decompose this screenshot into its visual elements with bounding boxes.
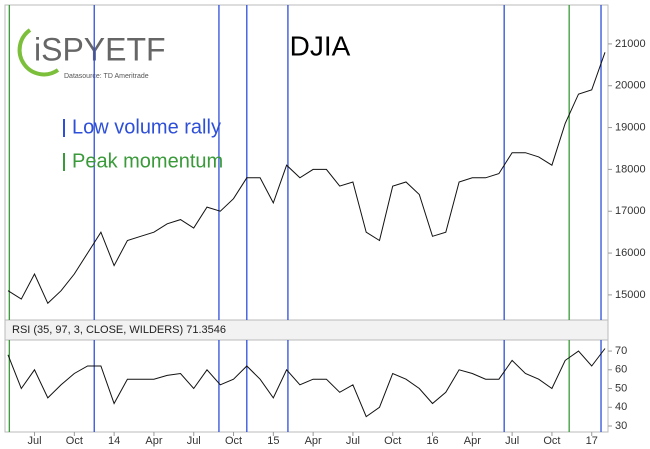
logo: iSPYETF xyxy=(34,31,166,67)
y-tick-label: 19000 xyxy=(615,121,646,133)
rsi-panel xyxy=(4,339,609,433)
x-tick-label: Apr xyxy=(464,435,481,447)
y-tick-label: 70 xyxy=(615,345,627,357)
legend-swatch xyxy=(63,119,65,137)
y-tick-label: 50 xyxy=(615,382,627,394)
x-tick-label: Oct xyxy=(543,435,560,447)
data-line xyxy=(7,348,606,418)
y-tick-label: 40 xyxy=(615,401,627,413)
x-tick-label: Apr xyxy=(305,435,322,447)
x-tick-label: 15 xyxy=(267,435,279,447)
x-tick-label: 14 xyxy=(108,435,120,447)
legend-label: Peak momentum xyxy=(72,150,223,172)
chart-title: DJIA xyxy=(290,30,351,61)
x-tick-label: Oct xyxy=(66,435,83,447)
y-tick-label: 16000 xyxy=(615,247,646,259)
x-tick-label: Jul xyxy=(505,435,519,447)
rsi-title: RSI (35, 97, 3, CLOSE, WILDERS) 71.3546 xyxy=(12,324,226,336)
x-tick-label: Jul xyxy=(346,435,360,447)
legend-swatch xyxy=(63,153,65,171)
y-tick-label: 20000 xyxy=(615,80,646,92)
x-tick-label: Oct xyxy=(225,435,242,447)
y-tick-label: 17000 xyxy=(615,205,646,217)
x-tick-label: Oct xyxy=(384,435,401,447)
y-tick-label: 18000 xyxy=(615,163,646,175)
logo-swoosh xyxy=(17,28,60,77)
y-tick-label: 30 xyxy=(615,420,627,432)
x-tick-label: 17 xyxy=(586,435,598,447)
x-tick-label: Jul xyxy=(187,435,201,447)
legend-label: Low volume rally xyxy=(72,116,221,138)
y-tick-label: 21000 xyxy=(615,38,646,50)
data-line xyxy=(7,52,606,305)
x-tick-label: Jul xyxy=(28,435,42,447)
source: Datasource: TD Ameritrade xyxy=(64,73,149,80)
x-tick-label: Apr xyxy=(145,435,162,447)
y-tick-label: 60 xyxy=(615,364,627,376)
y-tick-label: 15000 xyxy=(615,289,646,301)
x-tick-label: 16 xyxy=(426,435,438,447)
